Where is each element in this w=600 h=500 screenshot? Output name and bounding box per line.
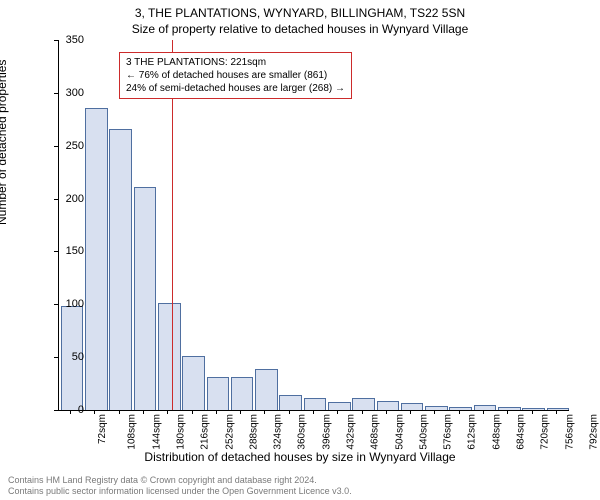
y-tick-mark [54, 357, 58, 358]
histogram-bar [474, 405, 497, 410]
x-tick-label: 72sqm [97, 414, 108, 444]
annotation-line: 3 THE PLANTATIONS: 221sqm [126, 56, 345, 69]
histogram-bar [449, 407, 472, 410]
y-tick-mark [54, 410, 58, 411]
x-tick-label: 648sqm [491, 414, 502, 450]
x-tick-label: 576sqm [443, 414, 454, 450]
x-tick-label: 144sqm [151, 414, 162, 450]
annotation-line: 24% of semi-detached houses are larger (… [126, 82, 345, 95]
x-tick-mark [216, 410, 217, 414]
footer-line1: Contains HM Land Registry data © Crown c… [8, 475, 352, 486]
histogram-bar [109, 129, 132, 410]
x-tick-label: 612sqm [467, 414, 478, 450]
x-tick-label: 720sqm [540, 414, 551, 450]
x-tick-mark [264, 410, 265, 414]
histogram-bar [352, 398, 375, 410]
histogram-bar [158, 303, 181, 410]
x-tick-label: 684sqm [516, 414, 527, 450]
y-tick-mark [54, 93, 58, 94]
x-tick-mark [192, 410, 193, 414]
histogram-bar [498, 407, 521, 410]
x-tick-label: 108sqm [127, 414, 138, 450]
x-tick-mark [556, 410, 557, 414]
x-tick-label: 540sqm [418, 414, 429, 450]
histogram-bar [207, 377, 230, 410]
x-tick-label: 360sqm [297, 414, 308, 450]
x-tick-label: 504sqm [394, 414, 405, 450]
x-tick-mark [507, 410, 508, 414]
x-tick-mark [167, 410, 168, 414]
histogram-bar [134, 187, 157, 410]
x-tick-label: 468sqm [370, 414, 381, 450]
histogram-bar [547, 408, 570, 410]
x-tick-label: 216sqm [200, 414, 211, 450]
x-tick-label: 324sqm [273, 414, 284, 450]
x-tick-mark [94, 410, 95, 414]
x-tick-label: 180sqm [176, 414, 187, 450]
x-tick-mark [386, 410, 387, 414]
plot-area: 3 THE PLANTATIONS: 221sqm← 76% of detach… [58, 40, 569, 411]
x-tick-mark [362, 410, 363, 414]
footer-attribution: Contains HM Land Registry data © Crown c… [8, 475, 352, 497]
x-tick-mark [289, 410, 290, 414]
histogram-bar [182, 356, 205, 410]
x-tick-label: 288sqm [248, 414, 259, 450]
x-tick-mark [410, 410, 411, 414]
x-tick-label: 252sqm [224, 414, 235, 450]
histogram-bar [231, 377, 254, 410]
y-axis-label: Number of detached properties [0, 60, 9, 225]
x-tick-mark [337, 410, 338, 414]
histogram-bar [425, 406, 448, 410]
histogram-bar [279, 395, 302, 410]
x-tick-mark [434, 410, 435, 414]
histogram-bar [377, 401, 400, 410]
histogram-bar [522, 408, 545, 410]
x-axis-label: Distribution of detached houses by size … [0, 450, 600, 464]
x-tick-mark [70, 410, 71, 414]
x-tick-label: 432sqm [346, 414, 357, 450]
x-tick-label: 756sqm [564, 414, 575, 450]
x-tick-mark [459, 410, 460, 414]
y-tick-mark [54, 199, 58, 200]
footer-line2: Contains public sector information licen… [8, 486, 352, 497]
y-tick-mark [54, 304, 58, 305]
y-tick-mark [54, 146, 58, 147]
histogram-bar [328, 402, 351, 410]
annotation-line: ← 76% of detached houses are smaller (86… [126, 69, 345, 82]
chart-title-address: 3, THE PLANTATIONS, WYNYARD, BILLINGHAM,… [0, 6, 600, 20]
histogram-bar [304, 398, 327, 410]
x-tick-mark [483, 410, 484, 414]
x-tick-mark [532, 410, 533, 414]
y-tick-mark [54, 40, 58, 41]
histogram-bar [85, 108, 108, 410]
histogram-bar [255, 369, 278, 410]
annotation-box: 3 THE PLANTATIONS: 221sqm← 76% of detach… [119, 52, 352, 99]
chart-subtitle: Size of property relative to detached ho… [0, 22, 600, 36]
y-tick-mark [54, 251, 58, 252]
x-tick-mark [143, 410, 144, 414]
x-tick-mark [119, 410, 120, 414]
x-tick-mark [313, 410, 314, 414]
x-tick-label: 792sqm [588, 414, 599, 450]
x-tick-label: 396sqm [321, 414, 332, 450]
chart-container: 3, THE PLANTATIONS, WYNYARD, BILLINGHAM,… [0, 0, 600, 500]
x-tick-mark [240, 410, 241, 414]
histogram-bar [401, 403, 424, 410]
